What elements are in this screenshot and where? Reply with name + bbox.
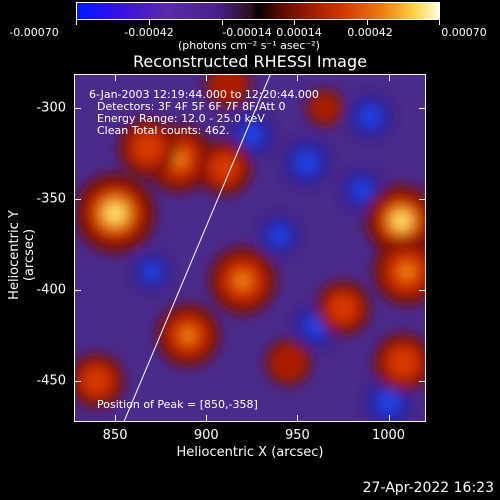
colorbar-tick-label: -0.00014	[222, 26, 272, 39]
coldspot	[375, 389, 402, 416]
annotation-clean: Clean Total counts: 462.	[97, 124, 230, 137]
hotspot	[283, 358, 293, 368]
hotspot	[321, 104, 329, 112]
annotation-detectors: Detectors: 3F 4F 5F 6F 7F 8F/Att 0	[97, 100, 286, 113]
coldspot	[268, 224, 291, 247]
y-tick	[75, 289, 81, 291]
colorbar-unit: (photons cm⁻² s⁻¹ asec⁻²)	[178, 39, 320, 52]
x-tick	[388, 415, 390, 421]
heatmap-svg	[75, 75, 425, 421]
x-tick	[115, 415, 117, 421]
hotspot	[399, 264, 415, 279]
y-tick-label: -300	[36, 100, 66, 116]
x-tick-label: 1000	[371, 428, 406, 443]
annotation-time: 6-Jan-2003 12:19:44.000 to 12:20:44.000	[89, 88, 319, 101]
y-tick	[419, 289, 425, 291]
footer-date: 27-Apr-2022 16:23	[362, 480, 494, 496]
x-tick	[297, 75, 299, 81]
y-tick	[75, 198, 81, 200]
colorbar-tick	[149, 20, 150, 25]
y-tick	[419, 198, 425, 200]
y-tick	[75, 380, 81, 382]
y-tick-label: -450	[36, 373, 66, 389]
colorbar-axis: -0.00070 -0.00042 -0.00014 0.00014 0.000…	[0, 0, 500, 52]
x-tick	[206, 75, 208, 81]
y-tick	[419, 107, 425, 109]
coldspot	[239, 123, 264, 148]
coldspot	[293, 149, 320, 176]
hotspot	[181, 328, 195, 343]
hotspot	[235, 273, 250, 289]
hotspot	[337, 302, 349, 314]
x-tick-label: 850	[102, 428, 128, 443]
coldspot	[141, 261, 162, 282]
annotation-peak: Position of Peak = [850,-358]	[97, 398, 258, 411]
y-tick	[75, 107, 81, 109]
hotspot	[141, 141, 155, 154]
colorbar-tick	[76, 20, 77, 25]
x-axis-label: Heliocentric X (arcsec)	[176, 445, 324, 460]
colorbar-tick-label: -0.00070	[9, 26, 59, 39]
x-tick	[388, 75, 390, 81]
coldspot	[350, 178, 373, 201]
x-tick-label: 900	[193, 428, 219, 443]
plot-area: 6-Jan-2003 12:19:44.000 to 12:20:44.000 …	[74, 74, 426, 422]
colorbar-tick	[367, 20, 368, 25]
colorbar-tick-label: 0.00014	[276, 26, 322, 39]
hotspot	[393, 212, 410, 229]
limb-line	[123, 75, 271, 421]
colorbar-tick-label: 0.00042	[347, 26, 393, 39]
hotspot	[218, 162, 231, 174]
colorbar-tick	[294, 20, 295, 25]
y-tick-label: -350	[36, 191, 66, 207]
colorbar-tick	[222, 20, 223, 25]
y-axis-label: Heliocentric Y (arcsec)	[7, 210, 37, 300]
colorbar-tick	[439, 20, 440, 25]
colorbar	[76, 2, 440, 20]
hotspot	[396, 356, 410, 369]
x-tick	[297, 415, 299, 421]
coldspot	[358, 104, 383, 129]
y-tick-label: -400	[36, 282, 66, 298]
x-tick-label: 950	[284, 428, 310, 443]
y-tick	[419, 380, 425, 382]
colorbar-tick-label: -0.00042	[124, 26, 174, 39]
hotspot	[91, 375, 103, 387]
x-tick	[115, 75, 117, 81]
chart-title: Reconstructed RHESSI Image	[133, 52, 367, 71]
hotspot	[223, 79, 233, 89]
annotation-energy: Energy Range: 12.0 - 25.0 keV	[97, 112, 265, 125]
colorbar-tick-label: 0.00070	[441, 26, 487, 39]
x-tick	[206, 415, 208, 421]
hotspot	[106, 204, 125, 223]
